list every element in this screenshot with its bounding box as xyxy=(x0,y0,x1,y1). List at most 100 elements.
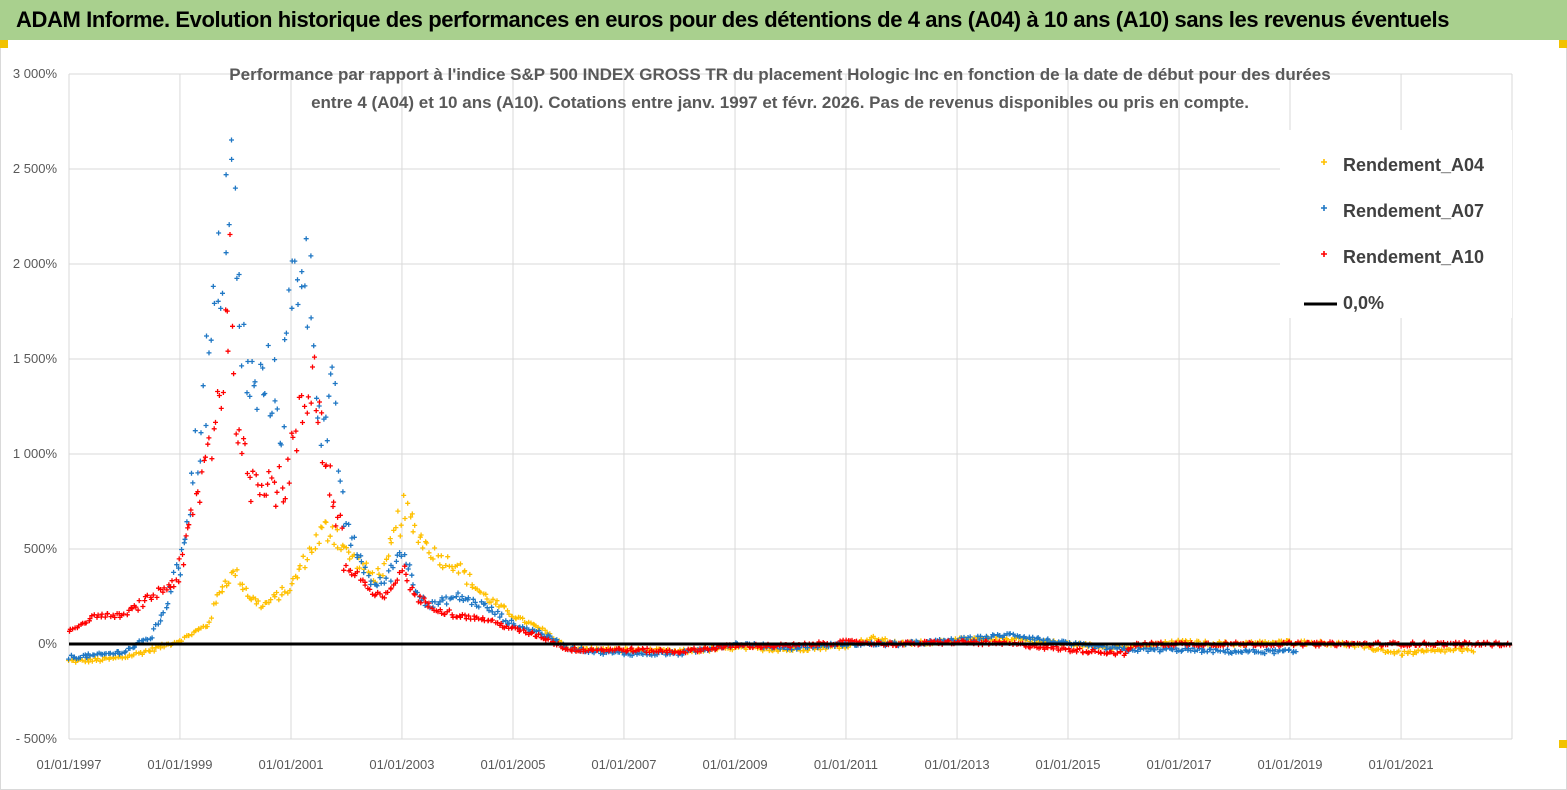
data-point xyxy=(313,532,319,538)
data-point xyxy=(276,597,282,603)
data-point xyxy=(443,594,449,600)
data-point xyxy=(318,442,324,448)
data-point xyxy=(99,611,105,617)
data-point xyxy=(211,426,217,432)
data-point xyxy=(346,521,352,527)
x-tick-label: 01/01/2021 xyxy=(1369,757,1434,772)
data-point xyxy=(520,615,526,621)
data-point xyxy=(186,633,192,639)
data-point xyxy=(201,458,207,463)
data-point xyxy=(274,406,280,412)
data-point xyxy=(267,413,273,419)
data-point xyxy=(455,590,461,596)
data-point xyxy=(166,582,172,588)
data-point xyxy=(529,629,535,635)
data-point xyxy=(333,400,339,406)
data-point xyxy=(394,552,400,558)
data-point xyxy=(309,549,315,555)
legend-label: 0,0% xyxy=(1343,293,1384,313)
data-point xyxy=(417,593,423,599)
data-point xyxy=(169,578,175,584)
data-point xyxy=(743,646,749,652)
data-point xyxy=(167,585,173,590)
data-point xyxy=(126,652,132,658)
data-point xyxy=(317,399,322,405)
data-point xyxy=(459,594,465,599)
data-point xyxy=(347,556,353,562)
data-point xyxy=(462,568,468,574)
data-point xyxy=(489,617,495,623)
data-point xyxy=(495,609,501,614)
data-point xyxy=(336,468,341,474)
data-point xyxy=(333,523,339,529)
data-point xyxy=(385,589,391,595)
data-point xyxy=(183,533,189,539)
data-point xyxy=(437,607,443,613)
data-point xyxy=(1399,652,1405,658)
data-point xyxy=(295,277,300,283)
data-point xyxy=(528,630,534,636)
data-point xyxy=(112,615,118,620)
data-point xyxy=(391,527,397,533)
data-point xyxy=(95,656,101,662)
data-point xyxy=(266,469,272,475)
data-point xyxy=(303,236,309,242)
data-point xyxy=(262,391,268,396)
data-point xyxy=(1196,645,1202,651)
data-point xyxy=(195,489,201,495)
data-point xyxy=(472,599,478,605)
data-point xyxy=(282,589,288,595)
data-point xyxy=(369,570,375,576)
data-point xyxy=(266,600,272,606)
data-point xyxy=(408,514,414,520)
data-point xyxy=(1210,650,1216,656)
data-point xyxy=(286,287,292,293)
data-point xyxy=(276,464,282,470)
data-point xyxy=(1077,646,1083,652)
data-point xyxy=(458,614,463,620)
data-point xyxy=(1380,647,1386,653)
data-point xyxy=(1262,651,1268,657)
data-point xyxy=(168,589,174,595)
corner-marker xyxy=(1559,40,1567,48)
data-point xyxy=(397,533,403,539)
data-point xyxy=(289,430,295,436)
data-point xyxy=(482,601,488,607)
data-point xyxy=(263,492,269,498)
data-point xyxy=(1118,649,1124,655)
data-point xyxy=(229,156,235,162)
data-point xyxy=(421,595,427,601)
data-point xyxy=(706,647,711,653)
data-point xyxy=(198,430,204,436)
data-point xyxy=(302,565,308,571)
data-point xyxy=(476,616,482,622)
data-point xyxy=(91,652,97,658)
data-point xyxy=(1147,645,1153,651)
data-point xyxy=(254,406,260,412)
data-point xyxy=(409,585,415,591)
data-point xyxy=(1030,634,1036,640)
data-point xyxy=(430,556,436,562)
data-point xyxy=(403,571,409,577)
x-tick-label: 01/01/2019 xyxy=(1257,757,1322,772)
data-point xyxy=(432,599,438,605)
data-point xyxy=(279,592,285,598)
y-tick-label: 2 500% xyxy=(13,161,58,176)
data-point xyxy=(260,603,266,609)
data-point xyxy=(1179,647,1185,653)
data-point xyxy=(242,441,248,447)
data-point xyxy=(89,658,95,664)
data-point xyxy=(354,569,360,575)
data-point xyxy=(252,379,258,385)
data-point xyxy=(488,599,494,605)
data-point xyxy=(323,462,329,468)
data-point xyxy=(176,579,182,585)
data-point xyxy=(224,308,230,314)
data-point xyxy=(331,499,337,505)
data-point xyxy=(629,653,635,658)
data-point xyxy=(410,582,416,588)
data-point xyxy=(253,472,259,478)
data-point xyxy=(393,558,399,564)
data-point xyxy=(536,631,542,637)
data-point xyxy=(164,587,170,593)
